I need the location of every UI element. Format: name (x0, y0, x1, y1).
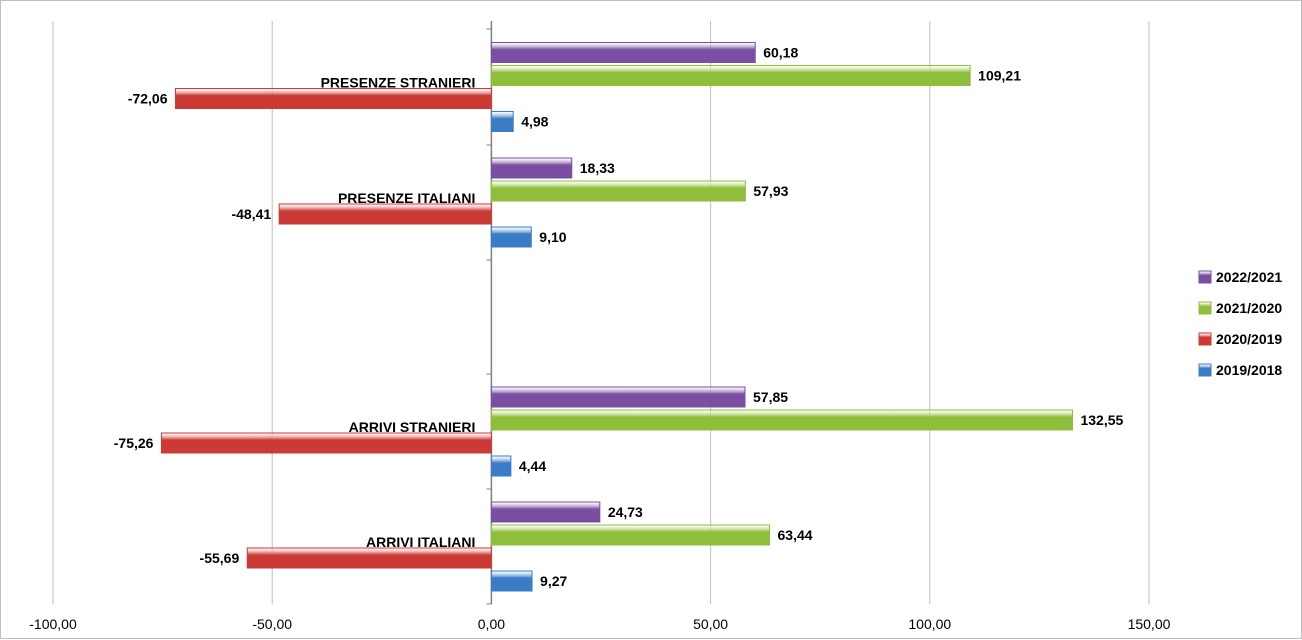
data-label: 4,98 (521, 114, 548, 130)
data-label: -72,06 (128, 91, 168, 107)
category-label: PRESENZE STRANIERI (321, 75, 476, 91)
bar (490, 157, 573, 179)
bar (278, 203, 492, 225)
data-label: 9,10 (539, 229, 566, 245)
x-tick-label: 150,00 (1128, 616, 1171, 632)
data-label: 4,44 (519, 458, 546, 474)
bar (490, 65, 971, 86)
bar (246, 547, 492, 569)
bar (174, 88, 492, 109)
legend-label: 2021/2020 (1216, 300, 1282, 316)
legend-label: 2019/2018 (1216, 362, 1282, 378)
category-label: PRESENZE ITALIANI (338, 190, 475, 206)
data-label: 57,85 (753, 389, 788, 405)
bar (490, 501, 601, 523)
bar (490, 180, 746, 202)
data-label: 109,21 (978, 68, 1021, 84)
legend-label: 2022/2021 (1216, 269, 1282, 285)
data-label: 57,93 (753, 183, 788, 199)
data-label: 63,44 (778, 527, 813, 543)
bar (490, 226, 532, 248)
x-tick-label: -100,00 (29, 616, 77, 632)
bar (490, 111, 514, 132)
data-label: 132,55 (1080, 412, 1123, 428)
data-label: 24,73 (608, 504, 643, 520)
data-label: -75,26 (114, 435, 154, 451)
x-tick-label: 0,00 (478, 616, 505, 632)
x-tick-label: 50,00 (693, 616, 728, 632)
bar (160, 432, 492, 454)
bar (490, 455, 512, 477)
bar (490, 570, 533, 592)
legend-swatch (1198, 363, 1212, 377)
category-label: ARRIVI ITALIANI (366, 534, 475, 550)
data-label: 18,33 (580, 160, 615, 176)
data-label: 9,27 (540, 573, 567, 589)
legend-swatch (1198, 332, 1212, 346)
bar (490, 409, 1073, 431)
legend-swatch (1198, 301, 1212, 315)
legend-swatch (1198, 270, 1212, 284)
data-label: -48,41 (231, 206, 271, 222)
category-label: ARRIVI STRANIERI (349, 419, 476, 435)
bar (490, 386, 746, 408)
bar (490, 42, 756, 63)
legend-label: 2020/2019 (1216, 331, 1282, 347)
x-tick-label: -50,00 (252, 616, 292, 632)
data-label: 60,18 (763, 45, 798, 61)
bar (490, 524, 771, 546)
x-tick-label: 100,00 (908, 616, 951, 632)
data-label: -55,69 (200, 550, 240, 566)
